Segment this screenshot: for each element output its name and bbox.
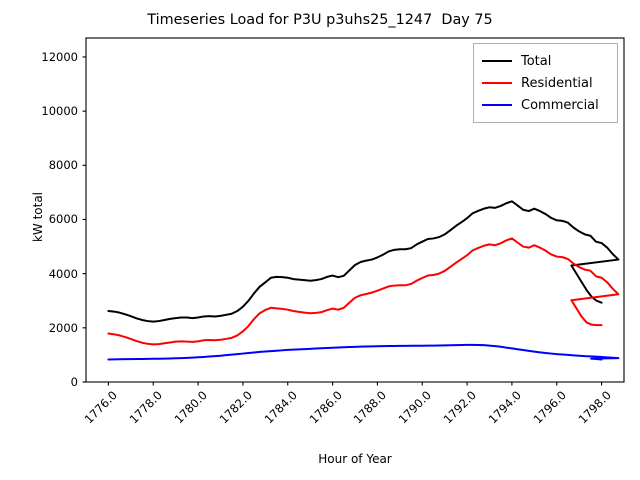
series-line-total <box>107 200 620 323</box>
y-tick-label: 12000 <box>41 49 78 64</box>
legend-swatch-total <box>482 60 512 62</box>
legend-label-residential: Residential <box>521 75 593 91</box>
legend-label-commercial: Commercial <box>521 97 599 113</box>
x-axis-label: Hour of Year <box>318 452 392 466</box>
legend-swatch-commercial <box>482 104 512 106</box>
y-tick-label: 6000 <box>48 212 78 227</box>
legend-item-residential: Residential <box>482 72 609 94</box>
legend-swatch-residential <box>482 82 512 84</box>
legend-item-total: Total <box>482 50 609 72</box>
y-tick-label: 2000 <box>48 320 78 335</box>
legend-label-total: Total <box>521 53 552 69</box>
chart-legend: Total Residential Commercial <box>473 43 618 123</box>
y-tick-label: 0 <box>70 375 78 389</box>
axis-ticks <box>82 56 603 386</box>
legend-item-commercial: Commercial <box>482 94 609 116</box>
y-tick-label: 8000 <box>48 158 78 173</box>
chart-title: Timeseries Load for P3U p3uhs25_1247 Day… <box>147 12 493 28</box>
y-tick-label: 10000 <box>41 104 78 119</box>
series-line-residential <box>107 237 620 346</box>
series-line-commercial <box>107 343 620 361</box>
y-axis-label: kW total <box>31 191 45 243</box>
axes-frame <box>85 37 625 383</box>
y-tick-label: 4000 <box>48 266 78 281</box>
data-lines <box>107 200 620 361</box>
